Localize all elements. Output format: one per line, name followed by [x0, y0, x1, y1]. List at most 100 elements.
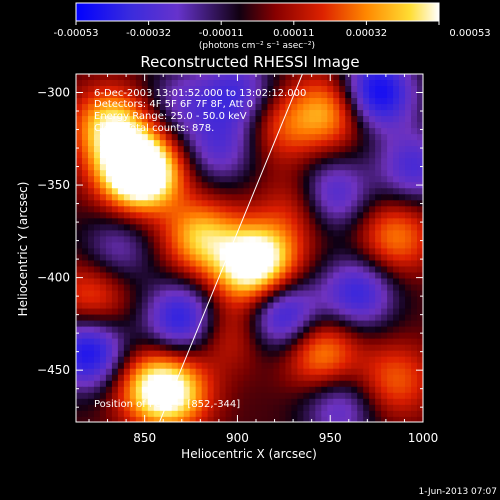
heatmap-cell: [357, 110, 364, 117]
x-tick-label: 900: [226, 431, 249, 445]
heatmap-cell: [213, 314, 221, 322]
heatmap-cell: [411, 134, 418, 141]
heatmap-cell: [123, 266, 131, 274]
heatmap-cell: [81, 272, 89, 280]
heatmap-cell: [345, 134, 352, 141]
heatmap-cell: [303, 200, 310, 207]
heatmap-cell: [357, 296, 364, 304]
heatmap-cell: [279, 326, 286, 334]
heatmap-cell: [375, 278, 382, 286]
heatmap-cell: [363, 176, 370, 183]
heatmap-cell: [405, 290, 412, 298]
heatmap-cell: [201, 170, 209, 177]
heatmap-cell: [309, 164, 316, 171]
heatmap-cell: [363, 320, 370, 328]
heatmap-cell: [117, 140, 125, 147]
heatmap-cell: [195, 230, 203, 237]
heatmap-cell: [285, 194, 292, 201]
heatmap-cell: [267, 380, 275, 388]
heatmap-cell: [177, 332, 185, 340]
heatmap-cell: [237, 332, 245, 340]
heatmap-cell: [153, 116, 161, 123]
heatmap-cell: [159, 362, 167, 370]
heatmap-cell: [333, 338, 340, 346]
heatmap-cell: [399, 122, 406, 129]
heatmap-cell: [76, 128, 83, 135]
heatmap-cell: [405, 236, 412, 244]
heatmap-cell: [309, 158, 316, 165]
heatmap-cell: [411, 158, 418, 165]
heatmap-cell: [201, 158, 209, 165]
heatmap-cell: [141, 122, 149, 129]
heatmap-cell: [411, 236, 418, 244]
heatmap-cell: [165, 350, 173, 358]
heatmap-cell: [153, 272, 161, 280]
heatmap-cell: [273, 164, 281, 171]
heatmap-cell: [285, 284, 292, 292]
heatmap-cell: [267, 110, 275, 117]
heatmap-cell: [261, 224, 269, 231]
heatmap-cell: [357, 218, 364, 225]
heatmap-cell: [321, 374, 328, 382]
heatmap-cell: [375, 410, 382, 418]
heatmap-cell: [273, 92, 281, 99]
heatmap-cell: [207, 410, 215, 418]
heatmap-cell: [279, 266, 286, 274]
heatmap-cell: [81, 374, 89, 382]
heatmap-cell: [237, 80, 245, 87]
heatmap-cell: [213, 122, 221, 129]
heatmap-cell: [381, 332, 388, 340]
heatmap-cell: [105, 296, 113, 304]
heatmap-cell: [237, 176, 245, 183]
heatmap-cell: [153, 314, 161, 322]
heatmap-cell: [99, 74, 107, 81]
heatmap-cell: [363, 74, 370, 81]
heatmap-cell: [219, 104, 227, 111]
heatmap-cell: [183, 386, 191, 394]
heatmap-cell: [357, 86, 364, 93]
heatmap-cell: [165, 320, 173, 328]
heatmap-cell: [87, 416, 95, 422]
heatmap-cell: [369, 122, 376, 129]
heatmap-cell: [417, 350, 423, 358]
heatmap-cell: [123, 116, 131, 123]
heatmap-cell: [195, 296, 203, 304]
heatmap-cell: [81, 164, 89, 171]
heatmap-cell: [255, 98, 263, 105]
heatmap-cell: [201, 260, 209, 268]
heatmap-cell: [255, 152, 263, 159]
heatmap-cell: [76, 272, 83, 280]
heatmap-cell: [189, 398, 197, 406]
heatmap-cell: [183, 356, 191, 364]
heatmap-cell: [129, 188, 137, 195]
heatmap-cell: [273, 332, 281, 340]
heatmap-cell: [183, 224, 191, 231]
heatmap-cell: [279, 254, 286, 262]
heatmap-cell: [291, 344, 298, 352]
heatmap-cell: [297, 290, 304, 298]
heatmap-cell: [189, 134, 197, 141]
heatmap-cell: [249, 98, 257, 105]
heatmap-cell: [189, 206, 197, 213]
heatmap-cell: [123, 272, 131, 280]
heatmap-cell: [255, 230, 263, 237]
heatmap-cell: [135, 410, 143, 418]
heatmap-cell: [129, 332, 137, 340]
heatmap-cell: [76, 200, 83, 207]
heatmap-cell: [315, 380, 322, 388]
heatmap-cell: [399, 302, 406, 310]
heatmap-cell: [99, 404, 107, 412]
heatmap-cell: [279, 272, 286, 280]
heatmap-cell: [105, 392, 113, 400]
heatmap-cell: [279, 296, 286, 304]
heatmap-cell: [177, 344, 185, 352]
heatmap-cell: [273, 314, 281, 322]
heatmap-cell: [141, 104, 149, 111]
heatmap-cell: [195, 92, 203, 99]
heatmap-cell: [345, 350, 352, 358]
heatmap-cell: [261, 398, 269, 406]
heatmap-cell: [261, 362, 269, 370]
heatmap-cell: [195, 116, 203, 123]
heatmap-cell: [237, 122, 245, 129]
heatmap-cell: [297, 158, 304, 165]
